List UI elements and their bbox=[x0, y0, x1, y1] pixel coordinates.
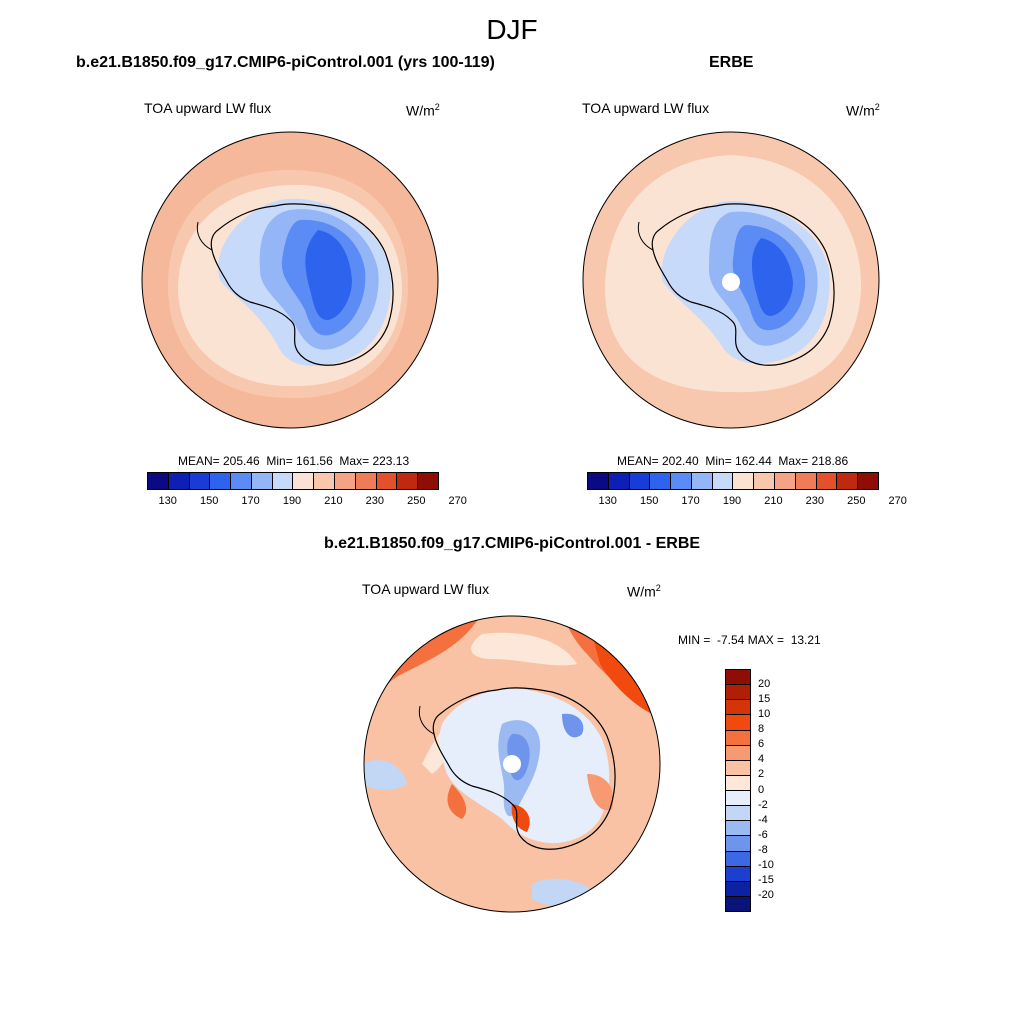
colorbar-cell bbox=[726, 775, 750, 791]
colorbar-cell bbox=[726, 700, 750, 716]
model-units: W/m2 bbox=[406, 102, 440, 119]
colorbar-tick-label: -20 bbox=[758, 888, 774, 901]
colorbar-tick-label: 190 bbox=[722, 495, 742, 507]
obs-colorbar bbox=[587, 472, 879, 490]
model-stats: MEAN= 205.46 Min= 161.56 Max= 223.13 bbox=[178, 454, 410, 468]
colorbar-tick-label: 190 bbox=[282, 495, 302, 507]
colorbar-cell bbox=[726, 760, 750, 776]
colorbar-cell bbox=[726, 670, 750, 686]
colorbar-tick-label: 15 bbox=[758, 693, 771, 706]
colorbar-tick-label: -15 bbox=[758, 873, 774, 886]
colorbar-cell bbox=[726, 896, 750, 911]
colorbar-cell bbox=[210, 473, 232, 489]
colorbar-tick-label: -2 bbox=[758, 798, 768, 811]
diff-variable-label: TOA upward LW flux bbox=[362, 581, 490, 597]
figure-title: DJF bbox=[486, 14, 538, 45]
colorbar-tick-label: -4 bbox=[758, 813, 768, 826]
colorbar-cell bbox=[608, 473, 630, 489]
colorbar-cell bbox=[858, 473, 878, 489]
colorbar-cell bbox=[837, 473, 859, 489]
obs-variable-label: TOA upward LW flux bbox=[582, 100, 710, 116]
colorbar-cell bbox=[251, 473, 273, 489]
colorbar-cell bbox=[650, 473, 672, 489]
colorbar-tick-label: 2 bbox=[758, 768, 765, 781]
colorbar-tick-label: 10 bbox=[758, 708, 771, 721]
colorbar-tick-label: -8 bbox=[758, 843, 768, 856]
colorbar-cell bbox=[726, 685, 750, 701]
colorbar-tick-label: 0 bbox=[758, 783, 765, 796]
colorbar-tick-label: 150 bbox=[199, 495, 219, 507]
obs-units: W/m2 bbox=[846, 102, 880, 119]
colorbar-tick-label: 130 bbox=[598, 495, 617, 507]
colorbar-cell bbox=[588, 473, 609, 489]
colorbar-tick-label: 150 bbox=[639, 495, 659, 507]
colorbar-cell bbox=[726, 866, 750, 882]
obs-colorbar-ticks: 130 150 170 190 210 230 250 270 bbox=[587, 495, 907, 509]
model-colorbar-ticks: 130 150 170 190 210 230 250 270 bbox=[147, 495, 467, 509]
diff-colorbar bbox=[725, 669, 751, 912]
colorbar-cell bbox=[795, 473, 817, 489]
colorbar-tick-label: 270 bbox=[448, 495, 467, 507]
colorbar-tick-label: -10 bbox=[758, 858, 774, 871]
colorbar-tick-label: 250 bbox=[847, 495, 866, 507]
model-variable-label: TOA upward LW flux bbox=[144, 100, 272, 116]
model-colorbar bbox=[147, 472, 439, 490]
colorbar-cell bbox=[733, 473, 755, 489]
colorbar-tick-label: 230 bbox=[365, 495, 385, 507]
colorbar-cell bbox=[629, 473, 651, 489]
colorbar-cell bbox=[754, 473, 776, 489]
colorbar-cell bbox=[726, 715, 750, 731]
diff-panel-title: b.e21.B1850.f09_g17.CMIP6-piControl.001 … bbox=[323, 535, 701, 552]
colorbar-tick-label: 170 bbox=[681, 495, 700, 507]
colorbar-tick-label: 250 bbox=[407, 495, 426, 507]
colorbar-cell bbox=[418, 473, 438, 489]
colorbar-tick-label: 20 bbox=[758, 678, 771, 691]
colorbar-cell bbox=[726, 791, 750, 807]
colorbar-tick-label: 130 bbox=[158, 495, 177, 507]
obs-stats: MEAN= 202.40 Min= 162.44 Max= 218.86 bbox=[617, 454, 849, 468]
colorbar-cell bbox=[726, 806, 750, 822]
colorbar-cell bbox=[775, 473, 796, 489]
colorbar-cell bbox=[816, 473, 838, 489]
colorbar-tick-label: 270 bbox=[888, 495, 907, 507]
colorbar-cell bbox=[691, 473, 713, 489]
colorbar-cell bbox=[376, 473, 398, 489]
obs-polar-map bbox=[582, 131, 880, 429]
colorbar-cell bbox=[712, 473, 734, 489]
diff-stats: MIN = -7.54 MAX = 13.21 bbox=[678, 633, 821, 647]
colorbar-cell bbox=[726, 851, 750, 867]
colorbar-tick-label: 170 bbox=[241, 495, 260, 507]
colorbar-tick-label: 210 bbox=[764, 495, 783, 507]
colorbar-cell bbox=[314, 473, 336, 489]
colorbar-cell bbox=[397, 473, 419, 489]
colorbar-cell bbox=[355, 473, 377, 489]
diff-colorbar-ticks: 20 15 10 8 6 4 2 0 -2 -4 -6 -8 -10 -15 -20 bbox=[758, 669, 798, 910]
model-panel-title: b.e21.B1850.f09_g17.CMIP6-piControl.001 … bbox=[76, 54, 495, 71]
obs-panel-title: ERBE bbox=[709, 54, 754, 71]
colorbar-cell bbox=[272, 473, 294, 489]
colorbar-tick-label: 6 bbox=[758, 738, 765, 751]
colorbar-tick-label: 210 bbox=[324, 495, 343, 507]
colorbar-cell bbox=[148, 473, 169, 489]
colorbar-cell bbox=[726, 821, 750, 837]
diff-polar-map bbox=[363, 615, 661, 913]
colorbar-cell bbox=[726, 745, 750, 761]
colorbar-cell bbox=[726, 881, 750, 897]
colorbar-cell bbox=[726, 836, 750, 852]
colorbar-cell bbox=[231, 473, 252, 489]
colorbar-cell bbox=[726, 730, 750, 746]
model-polar-map bbox=[141, 131, 439, 429]
colorbar-tick-label: 4 bbox=[758, 753, 765, 766]
colorbar-cell bbox=[168, 473, 190, 489]
colorbar-cell bbox=[335, 473, 356, 489]
colorbar-tick-label: 8 bbox=[758, 723, 765, 736]
colorbar-tick-label: -6 bbox=[758, 828, 768, 841]
colorbar-tick-label: 230 bbox=[805, 495, 825, 507]
colorbar-cell bbox=[189, 473, 211, 489]
diff-units: W/m2 bbox=[627, 583, 661, 600]
colorbar-cell bbox=[671, 473, 692, 489]
colorbar-cell bbox=[293, 473, 315, 489]
